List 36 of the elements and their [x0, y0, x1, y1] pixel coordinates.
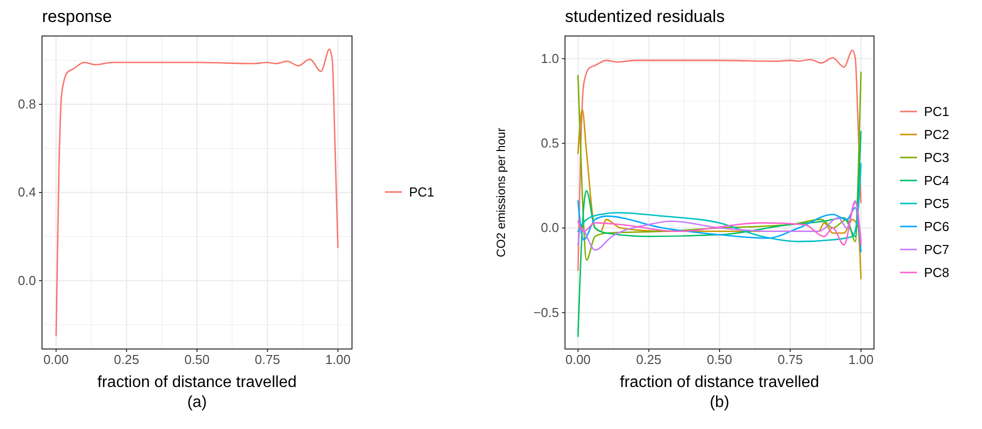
- x-axis-title: fraction of distance travelled: [620, 374, 820, 391]
- legend-label: PC4: [924, 173, 950, 188]
- legend-label: PC8: [924, 265, 950, 280]
- y-tick-label: 0.0: [18, 272, 36, 288]
- x-tick-label: 0.50: [706, 352, 732, 368]
- x-tick-label: 0.25: [636, 352, 662, 368]
- legend-label: PC7: [924, 242, 950, 257]
- legend-label: PC6: [924, 219, 950, 234]
- y-tick-label: −0.5: [533, 304, 559, 320]
- legend-label: PC1: [409, 184, 434, 200]
- x-tick-label: 0.00: [565, 352, 591, 368]
- x-axis-title: fraction of distance travelled: [97, 374, 297, 391]
- y-tick-label: 0.8: [18, 96, 36, 112]
- x-tick-label: 1.00: [325, 352, 351, 368]
- line-series: [55, 48, 339, 336]
- x-tick-label: 1.00: [848, 352, 874, 368]
- line-series: [577, 162, 862, 242]
- y-tick-label: 0.4: [18, 184, 36, 200]
- chart-title: studentized residuals: [565, 7, 725, 26]
- y-tick-label: 1.0: [540, 50, 559, 66]
- x-tick-label: 0.50: [184, 352, 210, 368]
- chart-title: response: [42, 7, 112, 26]
- x-tick-label: 0.25: [114, 352, 140, 368]
- y-tick-label: 0.5: [540, 135, 559, 150]
- y-tick-label: 0.0: [540, 220, 559, 236]
- line-series: [577, 130, 862, 338]
- x-tick-label: 0.75: [778, 352, 803, 368]
- x-tick-label: 0.75: [254, 352, 280, 368]
- legend-label: PC1: [924, 104, 950, 119]
- text: (b): [710, 394, 730, 411]
- legend-label: PC5: [924, 196, 950, 211]
- text: (a): [187, 394, 207, 411]
- x-tick-label: 0.00: [43, 352, 69, 368]
- legend-label: PC3: [924, 150, 950, 165]
- legend-label: PC2: [924, 127, 950, 142]
- y-axis-title: CO2 emissions per hour: [494, 128, 508, 258]
